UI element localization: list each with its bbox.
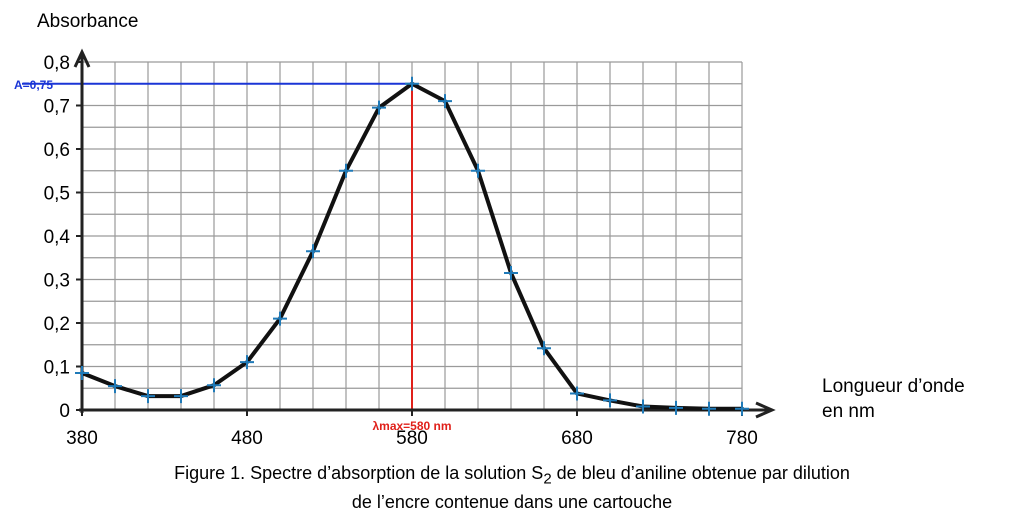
data-point-marker [141, 389, 155, 404]
y-tick-label: 0,2 [44, 314, 70, 335]
data-point-marker [603, 393, 617, 408]
y-tick-label: 0,7 [44, 97, 70, 118]
data-point-marker [735, 401, 749, 416]
annotation-lines [22, 82, 413, 410]
data-point-marker [108, 379, 122, 394]
caption-line-1: Figure 1. Spectre d’absorption de la sol… [174, 463, 850, 488]
data-point-marker [636, 399, 650, 414]
data-point-marker [570, 386, 584, 401]
caption-line-2: de l’encre contenue dans une cartouche [351, 491, 673, 512]
absorption-spectrum-chart: 380 480 580 680 780 0 0,1 0,2 0,3 0,4 0,5 0,6 0,7 0,8… [14, 11, 965, 449]
data-point-marker [537, 341, 551, 356]
y-tick-label: 0 [59, 401, 70, 422]
data-point-marker [240, 355, 254, 370]
x-axis-arrow [755, 401, 776, 419]
lambda-max-label: λmax=580 nm [372, 419, 451, 433]
data-point-marker [306, 244, 320, 259]
data-point-marker [504, 265, 518, 280]
data-point-marker [669, 400, 683, 415]
data-point-marker [273, 311, 287, 326]
data-point-marker [75, 366, 89, 381]
y-tick-label: 0,1 [44, 358, 70, 379]
chart-labels: 380 480 580 680 780 0 0,1 0,2 0,3 0,4 0,5 0,6 0,7 0,8… [14, 11, 965, 449]
data-point-marker [174, 389, 188, 404]
y-tick-label: 0,6 [44, 140, 70, 161]
x-tick-label: 680 [561, 428, 593, 449]
x-tick-label: 380 [66, 428, 98, 449]
data-point-marker [405, 76, 419, 91]
x-tick-label: 580 [396, 428, 428, 449]
y-tick-label: 0,4 [44, 227, 71, 248]
data-point-marker [471, 163, 485, 178]
data-point-marker [372, 100, 386, 115]
x-tick-label: 780 [726, 428, 758, 449]
y-tick-label: 0,8 [44, 53, 70, 74]
chart-axes [73, 48, 776, 419]
chart-series [75, 76, 749, 416]
figure-caption: Figure 1. Spectre d’absorption de la sol… [0, 462, 1024, 514]
data-point-marker [339, 163, 353, 178]
amax-label: A=0,75 [14, 78, 53, 92]
y-axis-label: Absorbance [37, 11, 138, 32]
x-tick-label: 480 [231, 428, 263, 449]
data-point-marker [438, 94, 452, 109]
x-axis-label-line: en nm [822, 401, 875, 422]
data-point-marker [702, 401, 716, 416]
y-tick-label: 0,3 [44, 271, 70, 292]
x-axis-label-line: Longueur d’onde [822, 376, 965, 397]
y-tick-label: 0,5 [44, 184, 70, 205]
data-point-marker [207, 378, 221, 393]
